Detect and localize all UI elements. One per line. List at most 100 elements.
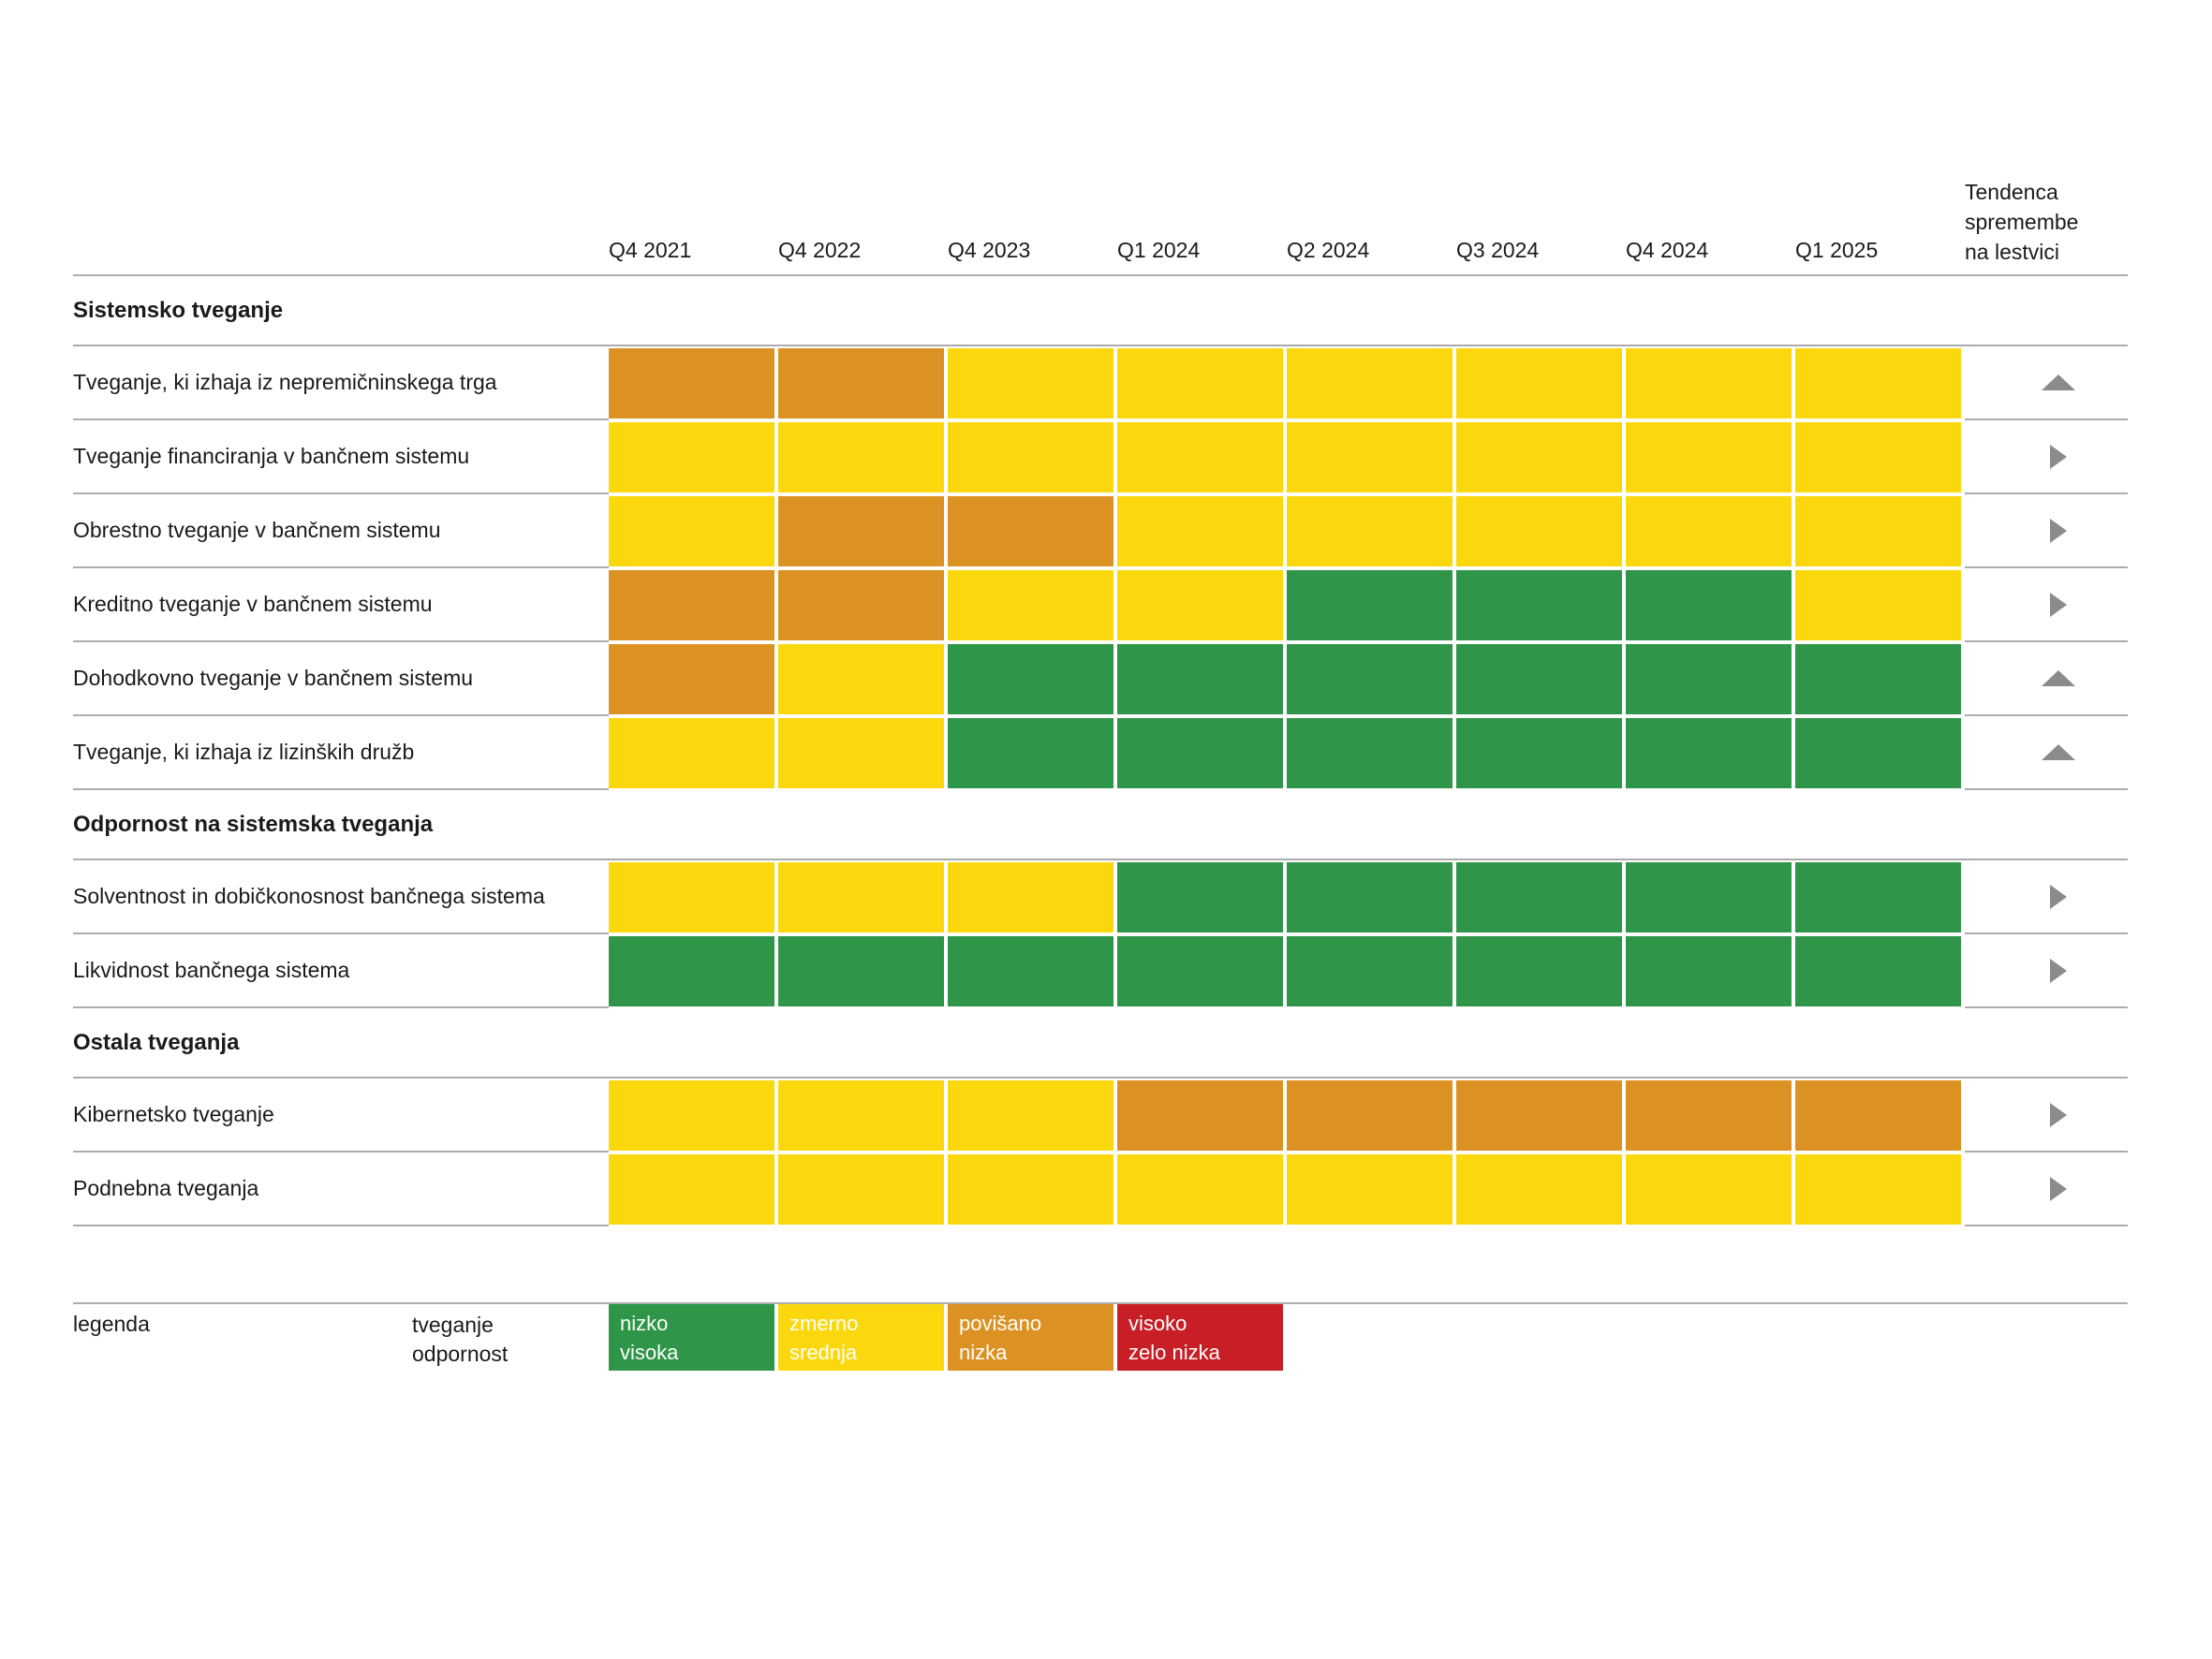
heatmap-cell-slot — [1626, 494, 1795, 568]
trend-header-line: Tendenca — [1965, 180, 2058, 204]
heatmap-cell-yellow — [778, 862, 944, 932]
trend-right-icon — [2050, 1102, 2067, 1127]
legend-item-risk-label: visoko — [1128, 1312, 1187, 1335]
heatmap-cell-yellow — [1456, 422, 1622, 492]
legend-axis-line: tveganje — [412, 1313, 494, 1337]
heatmap-cell-slot — [1795, 1152, 1965, 1226]
heatmap-cell-yellow — [609, 496, 774, 566]
trend-right-icon — [2050, 518, 2067, 543]
heatmap-cell-yellow — [778, 1154, 944, 1225]
trend-cell — [1965, 568, 2128, 642]
heatmap-cell-slot — [1626, 934, 1795, 1008]
heatmap-cell-slot — [778, 1079, 948, 1152]
heatmap-cell-green — [1117, 644, 1283, 714]
heatmap-cell-slot — [948, 420, 1117, 494]
heatmap-cell-slot — [948, 494, 1117, 568]
heatmap-cell-slot — [1626, 716, 1795, 790]
trend-cell — [1965, 1152, 2128, 1226]
heatmap-cell-slot — [609, 860, 778, 934]
heatmap-cell-green — [1287, 936, 1453, 1006]
trend-header-line: spremembe — [1965, 210, 2079, 234]
risk-row-label: Likvidnost bančnega sistema — [73, 934, 609, 1008]
heatmap-cell-slot — [609, 1079, 778, 1152]
heatmap-cell-yellow — [609, 1080, 774, 1151]
heatmap-cell-slot — [1626, 860, 1795, 934]
trend-cell — [1965, 860, 2128, 934]
heatmap-cell-orange — [1287, 1080, 1453, 1151]
risk-row-label: Kreditno tveganje v bančnem sistemu — [73, 568, 609, 642]
trend-up-icon — [2042, 744, 2075, 760]
heatmap-cell-yellow — [1795, 496, 1961, 566]
heatmap-cell-slot — [1117, 642, 1287, 716]
heatmap-cell-yellow — [1626, 496, 1792, 566]
heatmap-cell-yellow — [609, 1154, 774, 1225]
quarter-header: Q1 2025 — [1795, 238, 1879, 262]
heatmap-cell-slot — [1795, 420, 1965, 494]
heatmap-cell-yellow — [609, 862, 774, 932]
risk-row-label: Tveganje financiranja v bančnem sistemu — [73, 420, 609, 494]
heatmap-cell-yellow — [948, 348, 1113, 418]
heatmap-cell-yellow — [778, 718, 944, 788]
heatmap-cell-slot — [778, 1152, 948, 1226]
heatmap-cell-slot — [1795, 642, 1965, 716]
heatmap-cell-slot — [1117, 568, 1287, 642]
legend-item-resilience-label: visoka — [620, 1341, 679, 1364]
heatmap-cell-slot — [1626, 420, 1795, 494]
quarter-header: Q4 2023 — [948, 238, 1031, 262]
heatmap-cell-slot — [1795, 346, 1965, 420]
heatmap-cell-slot — [1456, 1079, 1626, 1152]
heatmap-cell-slot — [1456, 568, 1626, 642]
heatmap-cell-yellow — [609, 422, 774, 492]
heatmap-cell-orange — [609, 570, 774, 640]
heatmap-cell-yellow — [948, 1080, 1113, 1151]
heatmap-cell-green — [1117, 936, 1283, 1006]
trend-right-icon — [2050, 884, 2067, 909]
heatmap-cell-slot — [1117, 716, 1287, 790]
heatmap-cell-yellow — [948, 570, 1113, 640]
heatmap-cell-slot — [609, 642, 778, 716]
risk-row: Podnebna tveganja — [73, 1152, 2128, 1226]
risk-dashboard: Q4 2021 Q4 2022 Q4 2023 Q1 2024 Q2 2024 Q3 20… — [73, 0, 2128, 1372]
heatmap-cell-yellow — [1117, 570, 1283, 640]
heatmap-cell-green — [1795, 644, 1961, 714]
heatmap-cell-slot — [609, 1152, 778, 1226]
section-title: Ostala tveganja — [73, 1008, 2128, 1079]
heatmap-cell-slot — [1117, 346, 1287, 420]
legend: legenda tveganje odpornost nizko visoka zmern… — [73, 1302, 2128, 1372]
heatmap-cell-slot — [1626, 1079, 1795, 1152]
heatmap-cell-green — [1456, 862, 1622, 932]
quarter-header: Q1 2024 — [1117, 238, 1201, 262]
heatmap-cell-green — [1795, 862, 1961, 932]
heatmap-cell-slot — [1287, 1079, 1456, 1152]
legend-item-risk-label: nizko — [620, 1312, 669, 1335]
heatmap-cell-yellow — [1456, 496, 1622, 566]
heatmap-cell-yellow — [778, 1080, 944, 1151]
risk-row: Likvidnost bančnega sistema — [73, 934, 2128, 1008]
heatmap-cell-green — [1456, 718, 1622, 788]
section-title: Sistemsko tveganje — [73, 276, 2128, 346]
heatmap-cell-slot — [1456, 1152, 1626, 1226]
heatmap-cell-yellow — [1456, 1154, 1622, 1225]
trend-header-line: na lestvici — [1965, 240, 2059, 264]
trend-cell — [1965, 1079, 2128, 1152]
heatmap-cell-slot — [778, 346, 948, 420]
heatmap-cell-green — [609, 936, 774, 1006]
heatmap-cell-slot — [948, 1152, 1117, 1226]
heatmap-cell-slot — [1117, 1152, 1287, 1226]
legend-item-risk-label: zmerno — [789, 1312, 859, 1335]
heatmap-cell-green — [1287, 718, 1453, 788]
heatmap-cell-green — [948, 936, 1113, 1006]
quarter-header: Q4 2024 — [1626, 238, 1709, 262]
heatmap-cell-yellow — [948, 1154, 1113, 1225]
heatmap-cell-slot — [778, 860, 948, 934]
heatmap-cell-green — [1795, 936, 1961, 1006]
legend-label-cell: legenda tveganje odpornost — [73, 1304, 609, 1372]
heatmap-cell-green — [1795, 718, 1961, 788]
heatmap-cell-orange — [778, 496, 944, 566]
heatmap-cell-yellow — [1795, 1154, 1961, 1225]
heatmap-cell-slot — [1456, 346, 1626, 420]
heatmap-cell-slot — [1287, 494, 1456, 568]
heatmap-cell-slot — [609, 716, 778, 790]
legend-item-resilience-label: srednja — [789, 1341, 858, 1364]
legend-item-green: nizko visoka — [609, 1304, 774, 1371]
